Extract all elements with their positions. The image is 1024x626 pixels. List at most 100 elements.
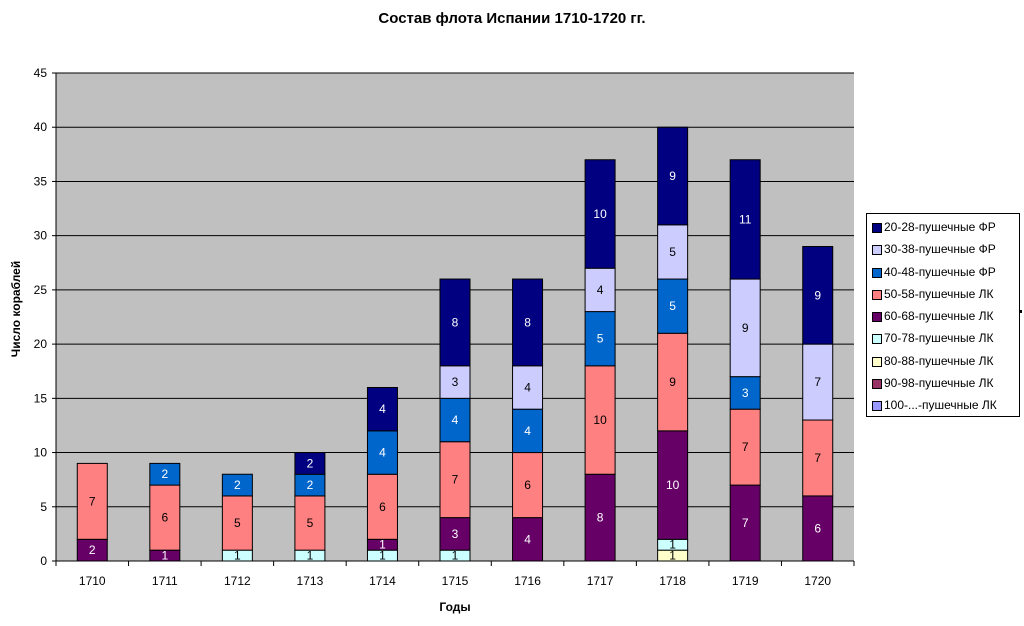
data-label: 5	[597, 332, 604, 346]
x-tick-label: 1717	[587, 574, 614, 588]
data-label: 1	[307, 549, 314, 563]
bar-segment	[76, 462, 108, 540]
legend-label: 50-58-пушечные ЛК	[884, 286, 994, 301]
bar-segment	[439, 397, 471, 443]
data-label: 9	[669, 375, 676, 389]
x-axis-title: Годы	[439, 600, 470, 614]
legend-swatch	[872, 379, 882, 390]
bar-segment	[512, 278, 544, 367]
bar-segment	[729, 408, 761, 486]
data-label: 7	[89, 494, 96, 508]
data-label: 4	[597, 283, 604, 297]
legend-swatch	[872, 223, 882, 233]
y-tick-label: 25	[34, 283, 48, 297]
data-label: 2	[89, 543, 96, 557]
x-axis-ticks: 1710 1711 1712 1713 1714 1715 1716 1717 1718 1719…	[55, 561, 855, 588]
data-label: 1	[669, 538, 676, 552]
bar-segment	[149, 484, 181, 551]
bar-segment	[657, 278, 689, 334]
bar-segment	[512, 408, 544, 454]
legend-label: 60-68-пушечные ЛК	[884, 309, 994, 324]
legend-item: 30-38-пушечные ФР	[867, 240, 1019, 262]
data-label: 10	[593, 207, 607, 221]
bar-segment	[294, 452, 326, 475]
bar-segment	[657, 430, 689, 540]
data-label: 7	[814, 375, 821, 389]
bar-segment	[439, 278, 471, 367]
bar-segment	[366, 473, 398, 540]
bar-segment	[657, 126, 689, 226]
legend-item: 70-78-пушечные ЛК	[867, 329, 1019, 351]
legend-label: 100-...-пушечные ЛК	[884, 398, 997, 413]
bar-segment	[802, 419, 834, 497]
bar-segment	[439, 365, 471, 399]
y-tick-label: 30	[34, 229, 48, 243]
data-label: 6	[161, 511, 168, 525]
x-tick-label: 1716	[514, 574, 541, 588]
legend-label: 20-28-пушечные ФР	[884, 220, 996, 234]
y-axis-ticks: 0 5 10 15 20 25 30 35 40 45	[34, 66, 56, 568]
x-tick-label: 1719	[732, 574, 759, 588]
bar-segment	[439, 517, 471, 551]
data-label: 7	[814, 451, 821, 465]
legend-swatch	[872, 356, 882, 367]
y-tick-label: 20	[34, 337, 48, 351]
legend-swatch	[872, 267, 882, 278]
bar-segment	[802, 246, 834, 345]
x-tick-label: 1710	[79, 574, 106, 588]
data-label: 6	[379, 500, 386, 514]
bar-segment	[221, 473, 253, 497]
y-axis-title: Число кораблей	[9, 261, 23, 357]
data-label: 2	[307, 456, 314, 470]
legend-item: 20-28-пушечные ФР	[867, 218, 1019, 240]
data-label: 8	[452, 315, 459, 329]
legend-label: 30-38-пушечные ФР	[884, 242, 996, 257]
y-tick-label: 15	[34, 391, 48, 405]
x-tick-label: 1715	[442, 574, 469, 588]
data-label: 1	[234, 549, 241, 563]
data-label: 3	[452, 527, 459, 541]
data-label: 7	[452, 473, 459, 487]
data-label: 1	[379, 549, 386, 563]
data-label: 7	[742, 440, 749, 454]
bar-segment	[366, 430, 398, 475]
bar-segment	[294, 495, 326, 551]
legend-item: 50-58-пушечные ЛК	[867, 285, 1019, 307]
data-label: 1	[379, 538, 386, 552]
legend-label: 90-98-пушечные ЛК	[884, 376, 994, 391]
data-label: 4	[524, 424, 531, 438]
legend-label: 40-48-пушечные ФР	[884, 264, 996, 279]
bar-segment	[584, 311, 616, 367]
x-tick-label: 1711	[152, 574, 178, 588]
bar-segment	[584, 473, 616, 562]
x-tick-label: 1714	[369, 574, 396, 588]
data-label: 1	[669, 549, 676, 563]
bar-segment	[729, 278, 761, 378]
data-label: 2	[161, 467, 168, 481]
data-label: 2	[234, 478, 241, 492]
data-label: 1	[161, 549, 168, 563]
bar-segment	[729, 376, 761, 410]
bar-segment	[512, 452, 544, 519]
y-tick-label: 45	[34, 66, 48, 80]
data-label: 5	[307, 516, 314, 530]
data-label: 5	[669, 299, 676, 313]
data-label: 5	[669, 245, 676, 259]
axes	[55, 73, 854, 562]
legend-item: 80-88-пушечные ЛК	[867, 352, 1019, 374]
data-label: 5	[234, 516, 241, 530]
legend-item: 40-48-пушечные ФР	[867, 263, 1019, 285]
legend-item: 60-68-пушечные ЛК	[867, 307, 1019, 329]
legend-swatch	[872, 401, 882, 412]
data-label: 4	[379, 402, 386, 416]
data-label: 9	[742, 321, 749, 335]
legend-swatch	[872, 289, 882, 300]
data-label: 10	[593, 413, 607, 427]
x-tick-label: 1718	[659, 574, 686, 588]
y-tick-label: 0	[40, 554, 47, 568]
bar-segment	[584, 365, 616, 475]
bar-segment	[584, 159, 616, 269]
bar-stacks: 2716215215221164413743846448810541011109…	[76, 126, 834, 563]
legend-swatch	[872, 312, 882, 323]
y-tick-label: 5	[40, 500, 47, 514]
